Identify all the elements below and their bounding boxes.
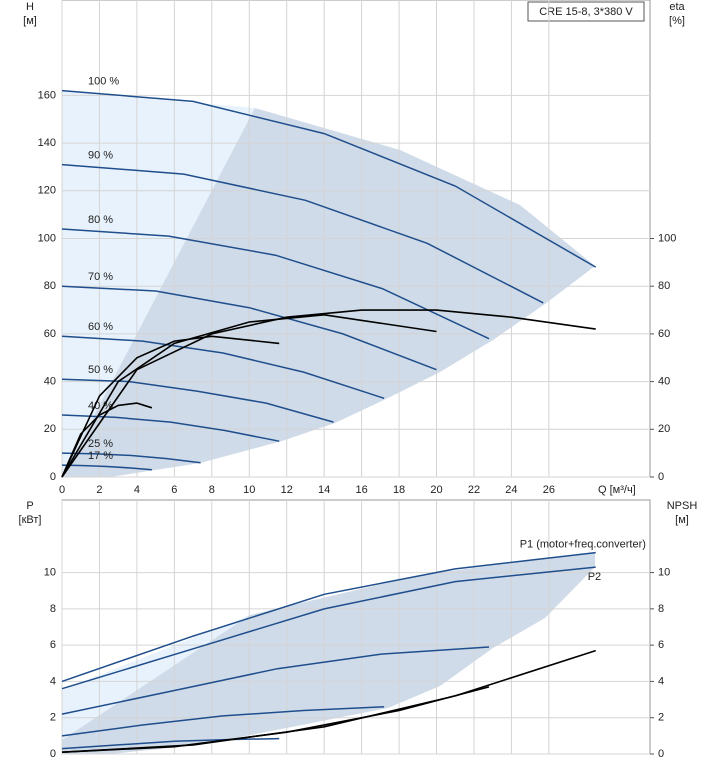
- series-line: [61, 163, 544, 304]
- series-line: [61, 686, 490, 753]
- series-line: [61, 313, 437, 478]
- y2-tick-label: 40: [658, 376, 670, 388]
- y2-tick-label: 100: [658, 232, 676, 244]
- x-tick-label: 22: [468, 484, 480, 496]
- x-tick-label: 10: [243, 484, 255, 496]
- series-line: [61, 452, 201, 464]
- series-line: [61, 551, 596, 683]
- y-tick-label: 4: [50, 675, 56, 687]
- x-tick-label: 6: [171, 484, 177, 496]
- series-label: 50 %: [88, 364, 113, 376]
- y-tick-label: 6: [50, 639, 56, 651]
- range-area: [62, 552, 595, 754]
- y2-tick-label: 60: [658, 328, 670, 340]
- y-tick-label: 20: [44, 423, 56, 435]
- series-label: P2: [588, 571, 601, 583]
- y-tick-label: 140: [38, 137, 56, 149]
- x-tick-label: 2: [96, 484, 102, 496]
- y2-axis-unit: [%]: [669, 15, 685, 27]
- range-area: [62, 108, 595, 477]
- x-tick-label: 14: [318, 484, 330, 496]
- y2-axis-unit: [м]: [675, 514, 689, 526]
- series-label: P1 (motor+freq.converter): [520, 539, 646, 551]
- y-tick-label: 8: [50, 603, 56, 615]
- y-axis-unit: [кВт]: [19, 514, 42, 526]
- series-label: 60 %: [88, 321, 113, 333]
- y-tick-label: 60: [44, 328, 56, 340]
- series-label: 17 %: [88, 450, 113, 462]
- y2-tick-label: 20: [658, 423, 670, 435]
- y2-tick-label: 0: [658, 471, 664, 483]
- series-line: [61, 566, 596, 690]
- y-tick-label: 160: [38, 89, 56, 101]
- x-tick-label: 8: [209, 484, 215, 496]
- y-tick-label: 10: [44, 566, 56, 578]
- y-tick-label: 80: [44, 280, 56, 292]
- y-tick-label: 0: [50, 471, 56, 483]
- series-label: 80 %: [88, 214, 113, 226]
- series-line: [61, 646, 490, 715]
- series-label: 90 %: [88, 149, 113, 161]
- series-line: [61, 378, 334, 423]
- y-axis-label: P: [26, 500, 33, 512]
- y-axis-unit: [м]: [23, 15, 37, 27]
- series-line: [61, 737, 280, 750]
- y2-tick-label: 2: [658, 712, 664, 724]
- x-tick-label: 24: [505, 484, 517, 496]
- series-line: [61, 706, 385, 737]
- series-line: [61, 335, 280, 478]
- series-line: [61, 228, 490, 340]
- y-tick-label: 120: [38, 185, 56, 197]
- x-axis-label: Q [м³/ч]: [598, 484, 636, 496]
- series-line: [61, 309, 596, 478]
- y-axis-label: H: [26, 1, 34, 13]
- y2-tick-label: 10: [658, 566, 670, 578]
- series-line: [61, 402, 153, 478]
- x-tick-label: 12: [281, 484, 293, 496]
- y-tick-label: 100: [38, 232, 56, 244]
- y-tick-label: 2: [50, 712, 56, 724]
- series-label: 100 %: [88, 76, 119, 88]
- y2-tick-label: 8: [658, 603, 664, 615]
- series-line: [61, 335, 385, 400]
- x-tick-label: 16: [355, 484, 367, 496]
- y2-axis-label: eta: [669, 1, 685, 13]
- series-label: 25 %: [88, 438, 113, 450]
- y2-axis-label: NPSH: [667, 500, 698, 512]
- x-tick-label: 26: [543, 484, 555, 496]
- y-tick-label: 40: [44, 376, 56, 388]
- y-tick-label: 0: [50, 748, 56, 760]
- y2-tick-label: 6: [658, 639, 664, 651]
- y2-tick-label: 0: [658, 748, 664, 760]
- y2-tick-label: 80: [658, 280, 670, 292]
- series-line: [61, 89, 597, 268]
- x-tick-label: 4: [134, 484, 140, 496]
- y2-tick-label: 4: [658, 675, 664, 687]
- series-label: 70 %: [88, 271, 113, 283]
- series-line: [61, 285, 437, 371]
- x-tick-label: 20: [430, 484, 442, 496]
- chart-title: CRE 15-8, 3*380 V: [539, 6, 633, 18]
- x-tick-label: 18: [393, 484, 405, 496]
- series-line: [61, 464, 152, 471]
- x-tick-label: 0: [59, 484, 65, 496]
- title-box: [527, 1, 645, 22]
